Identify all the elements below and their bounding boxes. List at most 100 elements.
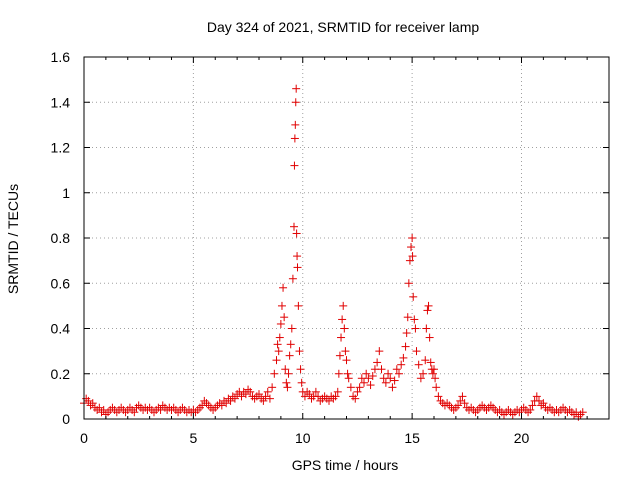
data-point xyxy=(246,387,255,396)
data-point xyxy=(255,390,263,399)
x-tick-labels: 0 5 10 15 20 xyxy=(80,430,529,446)
data-point xyxy=(84,396,93,405)
data-point xyxy=(200,396,209,405)
data-point xyxy=(174,408,183,417)
data-point xyxy=(158,401,167,410)
data-point xyxy=(537,401,546,410)
data-point xyxy=(353,387,362,396)
data-point xyxy=(368,372,377,381)
y-axis-label: SRMTID / TECUs xyxy=(5,184,21,294)
data-point xyxy=(134,401,143,410)
data-point xyxy=(296,365,305,374)
data-point xyxy=(366,381,375,390)
data-point xyxy=(423,306,432,315)
data-point xyxy=(241,390,250,399)
data-point xyxy=(88,399,97,408)
data-point xyxy=(287,324,296,333)
data-point xyxy=(565,405,574,414)
data-point xyxy=(425,333,434,342)
data-point xyxy=(473,405,482,414)
data-point xyxy=(412,347,421,356)
data-point xyxy=(244,385,253,394)
data-point xyxy=(454,401,463,410)
data-point xyxy=(458,392,467,401)
data-point xyxy=(334,369,343,378)
data-point xyxy=(495,405,504,414)
data-point xyxy=(290,134,299,143)
data-point xyxy=(456,396,465,405)
x-tick-label: 15 xyxy=(404,430,420,446)
y-tick-label: 1.4 xyxy=(51,94,71,110)
data-point xyxy=(397,360,406,369)
data-point xyxy=(265,394,274,403)
data-point xyxy=(311,387,320,396)
data-point xyxy=(524,408,533,417)
y-tick-label: 1 xyxy=(62,185,70,201)
axis-ticks xyxy=(83,56,610,420)
data-point xyxy=(500,410,508,419)
data-point xyxy=(436,396,445,405)
data-point xyxy=(150,408,158,417)
data-point xyxy=(341,347,350,356)
data-point xyxy=(117,403,126,412)
y-tick-labels: 0 0.2 0.4 0.6 0.8 1 1.2 1.4 1.6 xyxy=(51,49,71,427)
data-point xyxy=(346,383,355,392)
data-point xyxy=(402,329,411,338)
data-point xyxy=(416,374,425,383)
data-point xyxy=(430,365,438,374)
data-point xyxy=(395,369,403,378)
data-point xyxy=(532,392,541,401)
data-point xyxy=(460,399,469,408)
data-point xyxy=(270,369,279,378)
data-point xyxy=(295,347,304,356)
data-point xyxy=(535,396,543,405)
data-point xyxy=(388,383,397,392)
data-point xyxy=(275,333,284,342)
data-point xyxy=(273,340,282,349)
data-point xyxy=(482,405,491,414)
data-point xyxy=(471,408,480,417)
data-point xyxy=(259,396,268,405)
data-point xyxy=(145,403,154,412)
data-point xyxy=(338,315,347,324)
data-point xyxy=(559,403,568,412)
data-point xyxy=(128,405,137,414)
data-point xyxy=(276,319,285,328)
data-point xyxy=(202,399,211,408)
data-point xyxy=(290,161,299,170)
data-point xyxy=(362,369,371,378)
data-point xyxy=(384,369,393,378)
data-point xyxy=(545,403,554,412)
data-point xyxy=(574,412,583,421)
data-point xyxy=(204,401,213,410)
data-point xyxy=(268,383,277,392)
data-point xyxy=(286,340,295,349)
data-point xyxy=(178,403,187,412)
data-point xyxy=(428,369,437,378)
data-point xyxy=(211,403,220,412)
y-tick-label: 1.2 xyxy=(51,140,71,156)
data-point xyxy=(344,374,353,383)
data-point xyxy=(191,408,200,417)
data-point xyxy=(300,392,309,401)
data-point xyxy=(291,120,300,129)
data-point xyxy=(331,392,340,401)
x-axis-label: GPS time / hours xyxy=(292,457,399,473)
data-point xyxy=(112,408,121,417)
data-point xyxy=(342,356,351,365)
y-tick-label: 0.4 xyxy=(51,321,71,337)
data-point xyxy=(508,410,517,419)
data-point xyxy=(303,387,312,396)
data-point xyxy=(169,403,178,412)
data-point xyxy=(293,252,302,261)
data-point xyxy=(578,408,587,417)
data-point xyxy=(305,390,314,399)
data-point xyxy=(290,222,298,231)
data-point xyxy=(284,369,293,378)
data-point xyxy=(351,394,360,403)
data-point xyxy=(263,387,272,396)
data-point xyxy=(421,356,430,365)
data-point xyxy=(381,378,390,387)
data-point xyxy=(130,408,139,417)
